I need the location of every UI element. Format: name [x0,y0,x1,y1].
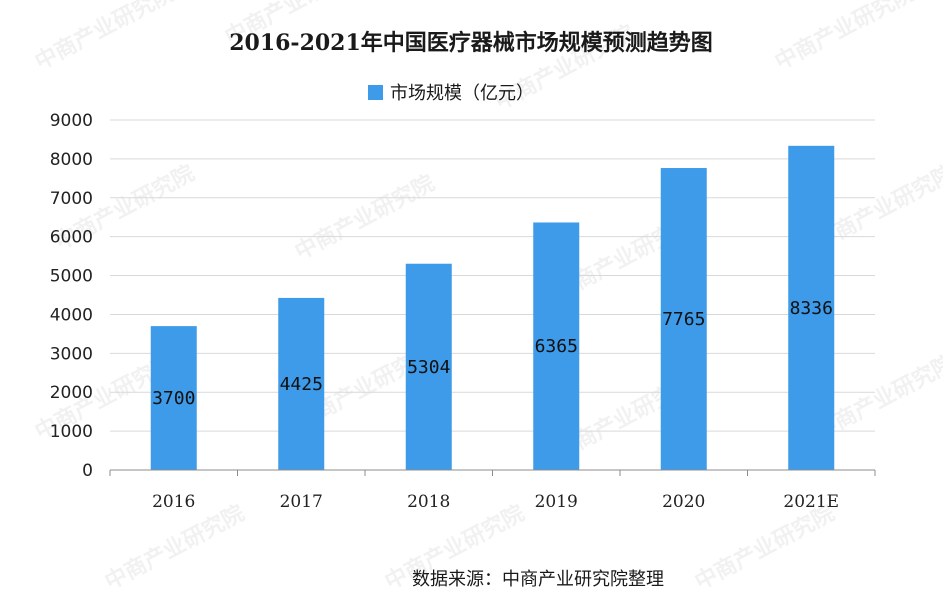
bar [788,145,835,471]
chart-title: 2016-2021年中国医疗器械市场规模预测趋势图 [229,30,713,56]
watermark-text: 中商产业研究院 [691,500,839,595]
legend-swatch [368,85,383,100]
watermark-text: 中商产业研究院 [31,0,179,75]
gridlines [110,119,875,432]
data-label: 8336 [790,298,833,319]
y-tick-label: 1000 [50,422,93,442]
x-tick-label: 2018 [407,492,450,512]
y-tick-label: 7000 [50,189,93,209]
y-tick-label: 4000 [50,305,93,325]
data-label: 4425 [280,374,323,395]
y-tick-label: 6000 [50,228,93,248]
watermark-text: 中商产业研究院 [771,0,919,75]
data-label: 5304 [407,357,450,378]
x-tick-label: 2016 [152,492,195,512]
y-tick-label: 5000 [50,267,93,287]
bar-series [150,145,835,471]
x-tick-label: 2020 [662,492,705,512]
x-axis: 2016 2017 2018 2019 2020 2021E [109,470,876,512]
data-labels: 3700 4425 5304 6365 7765 8336 [152,298,833,409]
x-tick-label: 2017 [280,492,323,512]
data-label: 7765 [662,309,705,330]
y-tick-label: 3000 [50,344,93,364]
bar [278,297,325,470]
bar [533,222,580,470]
y-tick-label: 2000 [50,383,93,403]
x-tick-label: 2021E [783,492,839,512]
bar [660,168,707,470]
y-tick-label: 9000 [50,111,93,131]
legend-label: 市场规模（亿元） [390,83,534,104]
y-axis: 0 1000 2000 3000 4000 5000 6000 7000 8000 9000 [50,111,93,481]
legend: 市场规模（亿元） [368,83,534,104]
y-tick-label: 0 [82,461,93,481]
x-tick-label: 2019 [535,492,578,512]
watermark-text: 中商产业研究院 [101,500,249,595]
data-label: 6365 [535,336,578,357]
source-note: 数据来源：中商产业研究院整理 [412,569,664,590]
bar [405,263,452,470]
y-tick-label: 8000 [50,150,93,170]
watermark-text: 中商产业研究院 [291,170,439,265]
bar [150,326,197,470]
data-label: 3700 [152,388,195,409]
